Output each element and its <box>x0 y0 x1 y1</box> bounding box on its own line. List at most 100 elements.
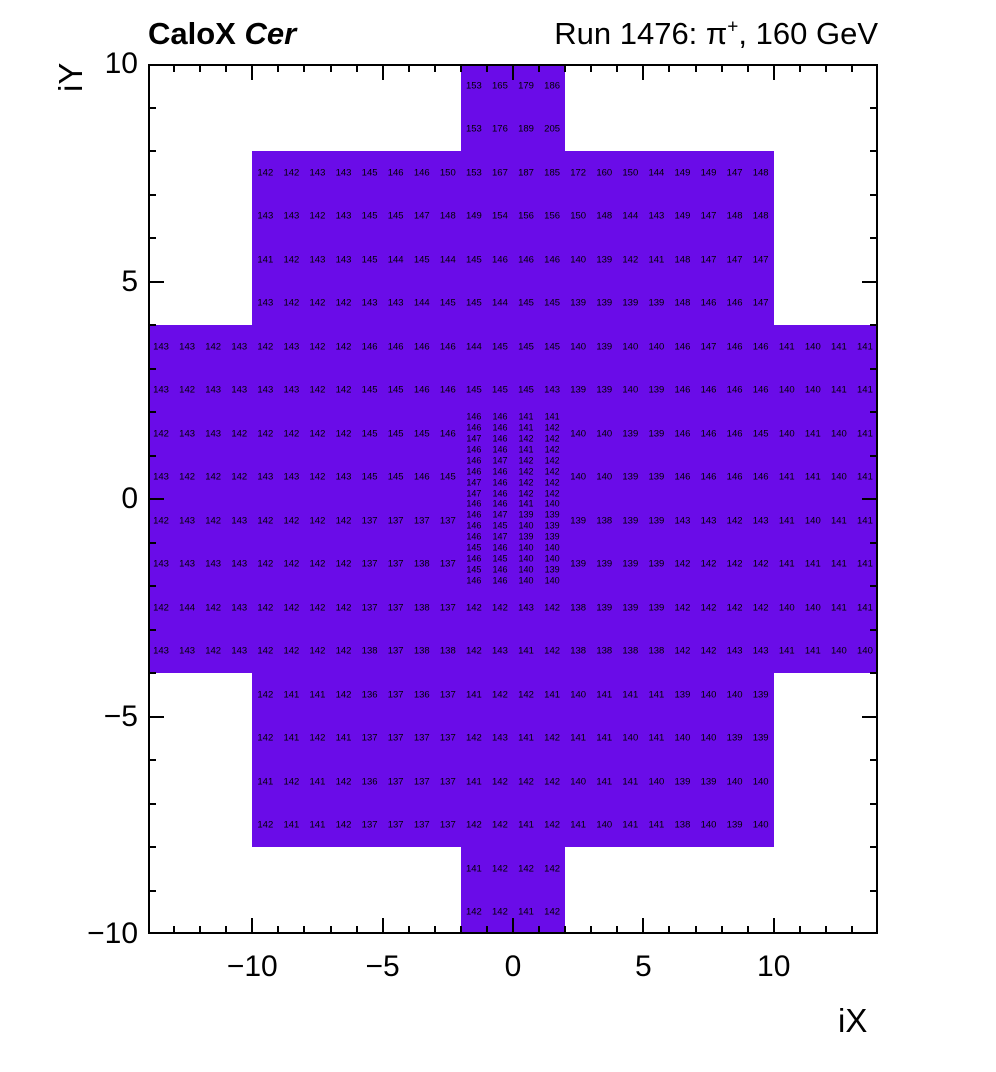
cell-value: 143 <box>335 167 352 178</box>
fine-cell-value: 139 <box>544 520 560 531</box>
y-axis-tick-right <box>870 367 878 370</box>
cell-value: 140 <box>674 732 691 744</box>
cell-value: 142 <box>544 645 561 657</box>
cell-value: 146 <box>674 341 691 352</box>
cell-value: 141 <box>778 645 795 657</box>
heatmap-band <box>148 629 878 673</box>
cell-value: 142 <box>492 776 508 787</box>
cell-value: 144 <box>387 254 404 265</box>
x-axis-tick <box>720 926 723 934</box>
heatmap-band <box>252 151 774 195</box>
fine-cell-value: 146 <box>492 477 508 488</box>
cell-value: 138 <box>361 645 378 657</box>
detector-name: Cer <box>244 16 297 51</box>
heatmap-band <box>460 107 566 151</box>
fine-cell-value: 146 <box>492 564 508 575</box>
cell-value: 147 <box>726 167 743 178</box>
y-axis-tick <box>148 846 156 848</box>
fine-cell-value: 146 <box>466 509 482 520</box>
y-axis-tick <box>148 759 156 761</box>
x-axis-tick <box>564 926 567 934</box>
cell-value: 143 <box>231 384 248 396</box>
fine-cell-value: 141 <box>544 411 560 422</box>
x-axis-tick-top <box>642 64 645 80</box>
x-axis-tick <box>225 926 228 934</box>
cell-value: 141 <box>830 602 847 613</box>
cell-value: 143 <box>153 384 169 396</box>
cell-value: 145 <box>752 428 769 439</box>
cell-value: 146 <box>700 297 717 309</box>
cell-value: 141 <box>778 558 795 570</box>
y-axis-tick <box>148 367 156 370</box>
cell-value: 139 <box>726 819 743 831</box>
run-label: Run 1476: <box>554 16 706 51</box>
cell-value: 142 <box>492 689 508 700</box>
cell-value: 142 <box>726 558 743 570</box>
cell-value: 143 <box>153 645 169 657</box>
cell-value: 143 <box>335 254 352 265</box>
cell-value: 140 <box>857 645 873 657</box>
cell-value: 146 <box>726 341 743 352</box>
x-axis-tick <box>668 926 671 934</box>
cell-value: 141 <box>804 428 821 439</box>
y-axis-tick-right <box>870 324 878 326</box>
y-axis-tick <box>148 280 164 283</box>
cell-value: 142 <box>518 776 534 787</box>
cell-value: 140 <box>596 819 613 831</box>
cell-value: 143 <box>231 645 248 657</box>
cell-value: 142 <box>257 167 274 178</box>
fine-cell-value: 140 <box>518 542 534 553</box>
fine-cell-value: 141 <box>518 422 534 433</box>
cell-value: 145 <box>361 384 378 396</box>
x-axis-tick <box>199 926 202 934</box>
cell-value: 145 <box>387 210 404 222</box>
cell-value: 143 <box>257 384 274 396</box>
cell-value: 147 <box>752 297 769 309</box>
cell-value: 145 <box>387 471 404 483</box>
cell-value: 143 <box>205 558 222 570</box>
cell-value: 137 <box>361 602 378 613</box>
cell-value: 143 <box>179 515 196 526</box>
cell-value: 142 <box>283 558 300 570</box>
fine-cell-value: 146 <box>492 498 508 509</box>
cell-value: 148 <box>674 254 691 265</box>
cell-value: 138 <box>413 602 430 613</box>
x-axis-tick-top <box>173 64 176 72</box>
fine-cell-value: 142 <box>544 466 560 477</box>
cell-value: 142 <box>544 732 561 744</box>
x-axis-tick-top <box>277 64 280 72</box>
cell-value: 142 <box>335 689 352 700</box>
cell-value: 146 <box>674 471 691 483</box>
fine-cell-value: 142 <box>518 488 534 499</box>
x-tick-label: −5 <box>365 950 400 983</box>
x-tick-label: 0 <box>504 950 522 983</box>
x-axis-tick <box>850 926 853 934</box>
cell-value: 139 <box>596 254 613 265</box>
cell-value: 141 <box>257 776 274 787</box>
cell-value: 176 <box>492 123 508 135</box>
cell-value: 154 <box>492 210 508 222</box>
cell-value: 140 <box>570 471 587 483</box>
cell-value: 140 <box>622 384 639 396</box>
x-axis-tick-top <box>329 64 332 72</box>
x-axis-tick-top <box>720 64 723 72</box>
x-axis-tick-top <box>485 64 488 72</box>
cell-value: 141 <box>857 602 873 613</box>
cell-value: 142 <box>700 645 717 657</box>
cell-value: 140 <box>596 428 613 439</box>
cell-value: 141 <box>465 776 482 787</box>
cell-value: 142 <box>518 689 534 700</box>
cell-value: 141 <box>283 732 300 744</box>
cell-value: 142 <box>335 645 352 657</box>
cell-value: 140 <box>752 819 769 831</box>
x-axis-tick <box>459 926 462 934</box>
cell-value: 145 <box>439 471 456 483</box>
cell-value: 149 <box>674 210 691 222</box>
cell-value: 160 <box>596 167 613 178</box>
cell-value: 139 <box>596 558 613 570</box>
cell-value: 179 <box>518 80 534 91</box>
cell-value: 146 <box>413 384 430 396</box>
cell-value: 143 <box>387 297 404 309</box>
cell-value: 139 <box>752 689 769 700</box>
cell-value: 147 <box>700 210 717 222</box>
